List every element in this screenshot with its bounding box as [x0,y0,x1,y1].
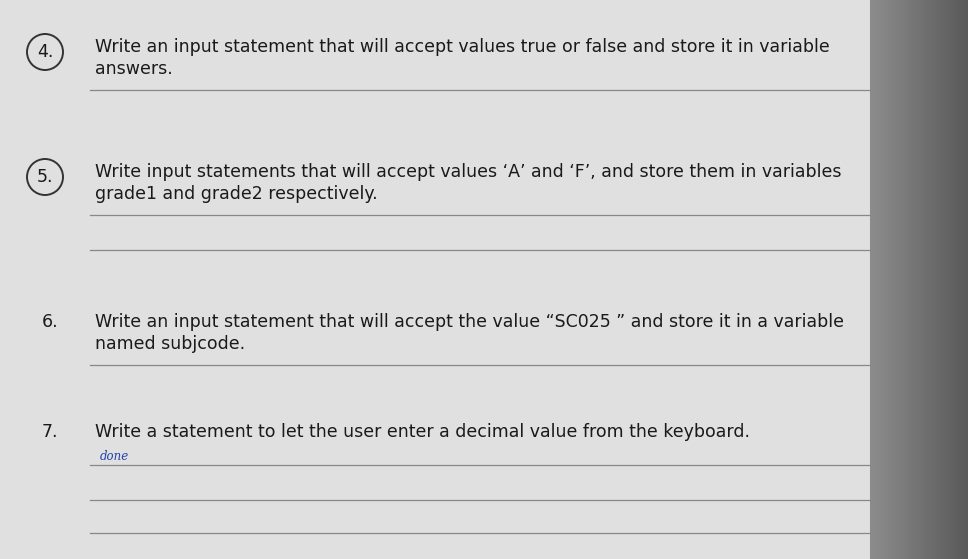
Text: grade1 and grade2 respectively.: grade1 and grade2 respectively. [95,185,378,203]
Text: Write a statement to let the user enter a decimal value from the keyboard.: Write a statement to let the user enter … [95,423,750,441]
Text: Write input statements that will accept values ‘A’ and ‘F’, and store them in va: Write input statements that will accept … [95,163,841,181]
Text: named subjcode.: named subjcode. [95,335,245,353]
Text: 5.: 5. [37,168,53,186]
Text: Write an input statement that will accept the value “SC025 ” and store it in a v: Write an input statement that will accep… [95,313,844,331]
Text: 6.: 6. [42,313,59,331]
Text: Write an input statement that will accept values true or false and store it in v: Write an input statement that will accep… [95,38,830,56]
Text: 7.: 7. [42,423,58,441]
Text: answers.: answers. [95,60,172,78]
Text: done: done [100,450,130,463]
Text: 4.: 4. [37,43,53,61]
